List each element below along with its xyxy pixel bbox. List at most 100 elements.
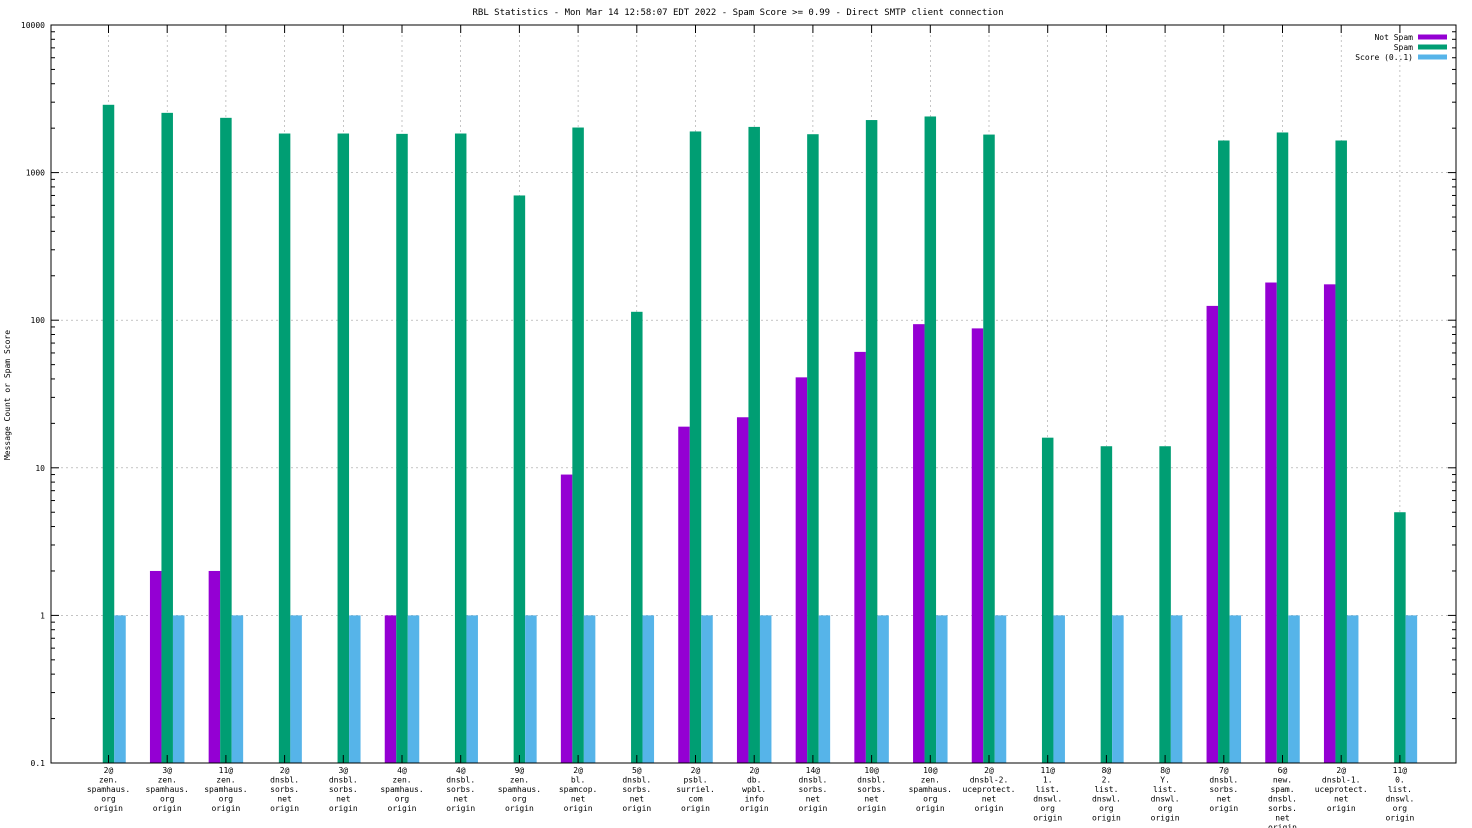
bar-spam bbox=[1276, 132, 1289, 763]
y-tick-label: 10000 bbox=[21, 21, 45, 30]
x-tick-label-line: spamhaus. bbox=[87, 785, 130, 794]
bar-spam bbox=[278, 133, 291, 764]
bar-not-spam bbox=[208, 570, 221, 763]
bar-spam bbox=[924, 116, 937, 763]
x-tick-label-line: list. bbox=[1388, 785, 1412, 794]
x-tick-label: 2@ bl. spamcop. net origin bbox=[559, 766, 598, 813]
bars-layer bbox=[102, 104, 1418, 764]
x-tick-label-line: surriel. bbox=[676, 785, 715, 794]
x-tick-label-line: origin bbox=[1385, 814, 1414, 823]
x-tick-label-line: db. bbox=[747, 776, 761, 785]
x-tick-label-line: zen. bbox=[510, 776, 529, 785]
bar-spam bbox=[337, 133, 350, 764]
bar-not-spam bbox=[854, 351, 866, 763]
x-tick-label-line: Y. bbox=[1160, 776, 1170, 785]
x-tick-label: 9@ zen. spamhaus. org origin bbox=[498, 766, 541, 813]
x-tick-label-line: 2@ bbox=[691, 766, 701, 775]
x-tick-label-line: origin bbox=[153, 804, 182, 813]
x-tick-label-line: sorbs. bbox=[798, 785, 827, 794]
bar-spam bbox=[161, 112, 173, 763]
x-tick-label-line: net bbox=[630, 795, 645, 804]
x-tick-label-line: list. bbox=[1153, 785, 1177, 794]
x-tick-label-line: dnsbl. bbox=[1209, 776, 1238, 785]
x-tick-label-line: origin bbox=[270, 804, 299, 813]
x-tick-label-line: dnswl. bbox=[1092, 795, 1121, 804]
x-tick-label-line: origin bbox=[1327, 804, 1356, 813]
bar-spam bbox=[220, 117, 232, 763]
x-tick-label-line: spam. bbox=[1270, 785, 1294, 794]
x-tick-label-line: bl. bbox=[571, 776, 585, 785]
x-tick-label-line: info bbox=[745, 795, 764, 804]
x-tick-label-line: origin bbox=[388, 804, 417, 813]
x-tick-label-line: net bbox=[1217, 795, 1232, 804]
legend-label: Score (0..1) bbox=[1355, 53, 1413, 62]
bar-spam bbox=[807, 134, 819, 763]
x-tick-label-line: zen. bbox=[921, 776, 940, 785]
x-tick-label-line: zen. bbox=[216, 776, 235, 785]
x-tick-label-line: 5@ bbox=[632, 766, 642, 775]
x-tick-label-line: dnsbl. bbox=[270, 776, 299, 785]
x-tick-label-line: spamhaus. bbox=[909, 785, 952, 794]
chart-title: RBL Statistics - Mon Mar 14 12:58:07 EDT… bbox=[472, 8, 1003, 18]
bar-score-0-1 bbox=[701, 615, 713, 763]
x-tick-label-line: origin bbox=[975, 804, 1004, 813]
x-tick-label-line: origin bbox=[329, 804, 358, 813]
bar-score-0-1 bbox=[1170, 615, 1183, 763]
x-tick-label-line: net bbox=[864, 795, 879, 804]
x-tick-label-line: origin bbox=[505, 804, 534, 813]
x-tick-label-line: origin bbox=[740, 804, 769, 813]
x-tick-label-line: dnsbl-2. bbox=[970, 776, 1009, 785]
bar-score-0-1 bbox=[877, 615, 889, 763]
y-tick-label: 0.1 bbox=[31, 759, 46, 768]
bar-score-0-1 bbox=[1288, 615, 1300, 763]
bar-score-0-1 bbox=[349, 615, 361, 763]
x-tick-label-line: org bbox=[1040, 804, 1055, 813]
bar-score-0-1 bbox=[172, 615, 185, 763]
x-tick-label-line: 2@ bbox=[984, 766, 994, 775]
bar-not-spam bbox=[736, 417, 749, 763]
x-tick-label-line: origin bbox=[1209, 804, 1238, 813]
bar-spam bbox=[513, 195, 526, 764]
y-tick-label: 1000 bbox=[26, 169, 45, 178]
bar-spam bbox=[1041, 437, 1054, 763]
x-tick-label-line: spamhaus. bbox=[204, 785, 247, 794]
x-tick-label-line: 14@ bbox=[806, 766, 821, 775]
bar-score-0-1 bbox=[818, 615, 831, 763]
bar-score-0-1 bbox=[231, 615, 244, 763]
bar-not-spam bbox=[913, 324, 925, 763]
x-tick-label: 11@ zen. spamhaus. org origin bbox=[204, 766, 247, 813]
x-tick-label-line: dnsbl-1. bbox=[1322, 776, 1361, 785]
x-tick-label-line: origin bbox=[798, 804, 827, 813]
x-tick-label-line: 2. bbox=[1102, 776, 1112, 785]
x-tick-label-line: dnsbl. bbox=[446, 776, 475, 785]
x-tick-label-line: 9@ bbox=[515, 766, 525, 775]
x-tick-label: 2@ dnsbl. sorbs. net origin bbox=[270, 766, 299, 813]
x-tick-label-line: psbl. bbox=[683, 776, 707, 785]
x-tick-label: 3@ zen. spamhaus. org origin bbox=[146, 766, 189, 813]
x-tick-label-line: org bbox=[1393, 804, 1408, 813]
x-tick-label-line: spamhaus. bbox=[380, 785, 423, 794]
bar-spam bbox=[1394, 512, 1406, 763]
x-tick-label-line: origin bbox=[446, 804, 475, 813]
bar-spam bbox=[1218, 140, 1230, 763]
bar-spam bbox=[1335, 140, 1347, 763]
bar-not-spam bbox=[1323, 284, 1336, 763]
x-tick-label-line: sorbs. bbox=[622, 785, 651, 794]
x-tick-label-line: dnswl. bbox=[1151, 795, 1180, 804]
x-tick-label-line: sorbs. bbox=[857, 785, 886, 794]
x-tick-label-line: 11@ bbox=[1040, 766, 1055, 775]
x-tick-label: 2@ dnsbl-1. uceprotect. net origin bbox=[1315, 766, 1368, 813]
x-tick-label-line: uceprotect. bbox=[963, 785, 1016, 794]
x-tick-label-line: 10@ bbox=[923, 766, 938, 775]
bar-not-spam bbox=[678, 426, 690, 763]
bar-spam bbox=[1159, 446, 1171, 763]
x-tick-label-line: 0. bbox=[1395, 776, 1405, 785]
x-tick-label-line: origin bbox=[211, 804, 240, 813]
x-tick-label-line: net bbox=[982, 795, 997, 804]
bar-score-0-1 bbox=[1229, 615, 1242, 763]
x-tick-label-line: dnsbl. bbox=[622, 776, 651, 785]
x-tick-label-line: 2@ bbox=[749, 766, 759, 775]
bar-score-0-1 bbox=[407, 615, 420, 763]
x-tick-label-line: origin bbox=[622, 804, 651, 813]
plot-frame bbox=[50, 24, 1457, 764]
